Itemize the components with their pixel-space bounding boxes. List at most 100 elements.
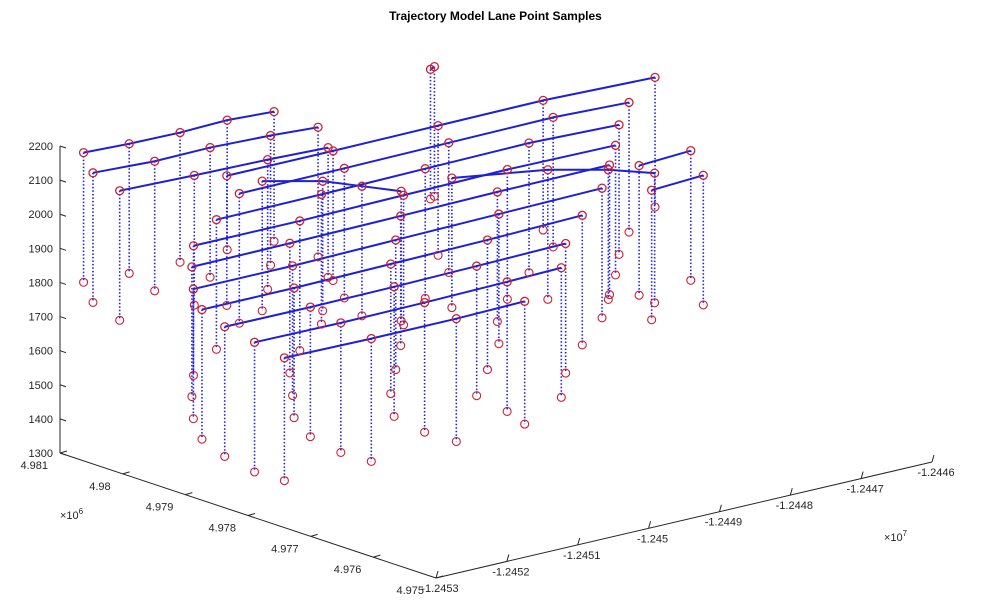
- sample-point: [524, 268, 534, 278]
- sample-point: [492, 187, 503, 197]
- sample-point: [577, 210, 587, 220]
- sample-point: [610, 270, 621, 280]
- sample-point: [287, 261, 298, 271]
- sample-point: [447, 303, 457, 313]
- sample-point: [318, 306, 328, 316]
- lane-line: [638, 149, 692, 167]
- z-tick: [59, 281, 67, 285]
- x-tick-label: -1.2451: [563, 550, 600, 562]
- sample-point: [556, 392, 566, 402]
- sample-point: [614, 249, 624, 259]
- z-tick-label: 1700: [29, 312, 53, 324]
- x-tick: [648, 521, 652, 529]
- sample-point: [610, 140, 621, 150]
- x-axis-line: [435, 461, 933, 579]
- sample-point: [316, 189, 327, 200]
- sample-point: [577, 340, 587, 350]
- x-tick: [789, 488, 793, 496]
- sample-point: [556, 263, 566, 273]
- sample-point: [444, 138, 454, 148]
- sample-point: [492, 316, 502, 327]
- sample-point: [88, 168, 98, 178]
- sample-point: [650, 72, 660, 83]
- sample-point: [603, 165, 613, 175]
- sample-point: [211, 344, 221, 354]
- sample-point: [336, 318, 346, 328]
- x-tick-label: -1.2447: [846, 484, 883, 496]
- sample-point: [188, 241, 199, 251]
- sample-point: [305, 432, 315, 442]
- z-tick-label: 1300: [29, 448, 53, 460]
- z-tick: [59, 316, 67, 320]
- sample-point: [150, 286, 160, 296]
- y-tick: [373, 554, 381, 558]
- sample-point: [433, 250, 443, 260]
- sample-point: [494, 209, 504, 219]
- y-tick-label: 4.981: [20, 460, 48, 472]
- sample-point: [175, 257, 185, 267]
- sample-point: [257, 306, 267, 316]
- sample-point: [396, 211, 406, 221]
- sample-point: [366, 456, 376, 466]
- sample-point: [288, 390, 298, 401]
- y-tick-label: 4.979: [146, 502, 174, 514]
- sample-point: [604, 160, 615, 170]
- y-tick: [310, 533, 318, 537]
- z-tick-label: 1500: [29, 380, 53, 392]
- sample-point: [187, 391, 197, 402]
- sample-point: [538, 225, 548, 235]
- z-tick-label: 2100: [29, 175, 53, 187]
- sample-point: [604, 290, 615, 300]
- lane-line: [284, 300, 525, 359]
- sample-point: [444, 267, 454, 277]
- sample-point: [318, 176, 328, 186]
- sample-point: [205, 142, 215, 153]
- sample-point: [548, 242, 558, 252]
- sample-point: [561, 368, 571, 378]
- sample-point: [124, 268, 134, 278]
- sample-point: [265, 260, 276, 270]
- sample-point: [197, 434, 207, 444]
- z-tick-label: 2000: [29, 209, 53, 221]
- sample-point: [634, 290, 644, 300]
- sample-point: [386, 259, 396, 269]
- sample-point: [339, 163, 349, 173]
- sample-point: [597, 183, 607, 193]
- sample-point: [389, 282, 399, 292]
- z-tick: [59, 350, 67, 354]
- sample-point: [650, 202, 660, 212]
- sample-point: [650, 298, 660, 308]
- x-axis-multiplier: ×107: [884, 529, 908, 544]
- axes: [59, 145, 935, 579]
- sample-point: [686, 146, 696, 156]
- y-axis-multiplier: ×106: [60, 507, 84, 522]
- sample-point: [698, 170, 708, 180]
- x-tick: [435, 570, 439, 579]
- sample-point: [524, 138, 534, 148]
- sample-point: [189, 300, 199, 310]
- x-tick-label: -1.245: [637, 533, 668, 545]
- sample-point: [420, 164, 430, 174]
- sample-point: [250, 467, 260, 477]
- sample-point: [295, 345, 305, 356]
- sample-point: [520, 419, 530, 429]
- sample-point: [447, 173, 457, 183]
- lane-polylines: [83, 65, 704, 359]
- sample-point: [88, 297, 98, 307]
- lane-line: [92, 126, 319, 174]
- sample-point: [698, 300, 708, 310]
- sample-point: [285, 238, 295, 248]
- sample-point: [649, 168, 660, 178]
- sample-point: [313, 122, 323, 132]
- z-tick: [59, 179, 67, 183]
- sample-markers: [78, 61, 708, 486]
- lane-line: [119, 146, 329, 192]
- chart-title: Trajectory Model Lane Point Samples: [389, 9, 602, 23]
- sample-point: [543, 294, 553, 304]
- sample-point: [150, 156, 160, 166]
- sample-point: [420, 293, 430, 303]
- sample-point: [472, 261, 482, 271]
- sample-point: [597, 313, 607, 323]
- z-tick-label: 1600: [29, 346, 53, 358]
